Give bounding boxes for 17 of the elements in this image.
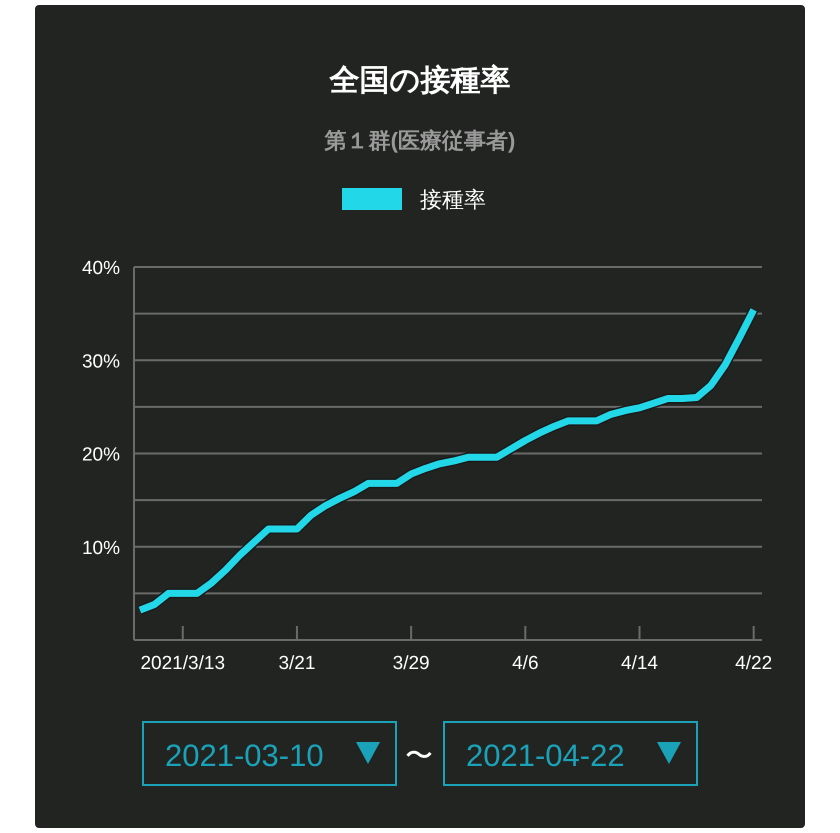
chart-title: 全国の接種率 [328,63,510,97]
x-tick-label: 3/29 [392,653,430,674]
text: 2021-03-10 [165,738,324,773]
y-tick-label: 10% [82,538,120,559]
x-tick-label: 4/22 [735,653,772,674]
x-tick-label: 4/6 [512,653,539,674]
y-tick-label: 40% [82,258,120,279]
text: 〜 [405,740,433,771]
chart-subtitle: 第１群(医療従事者) [324,128,516,153]
text: 2021-04-22 [466,738,625,773]
x-tick-label: 3/21 [278,653,316,674]
x-tick-label: 2021/3/13 [140,653,226,674]
y-tick-label: 20% [82,444,120,466]
y-tick-label: 30% [82,351,120,372]
legend: 接種率 [342,187,486,212]
legend-label: 接種率 [420,187,486,212]
x-tick-label: 4/14 [621,653,658,674]
